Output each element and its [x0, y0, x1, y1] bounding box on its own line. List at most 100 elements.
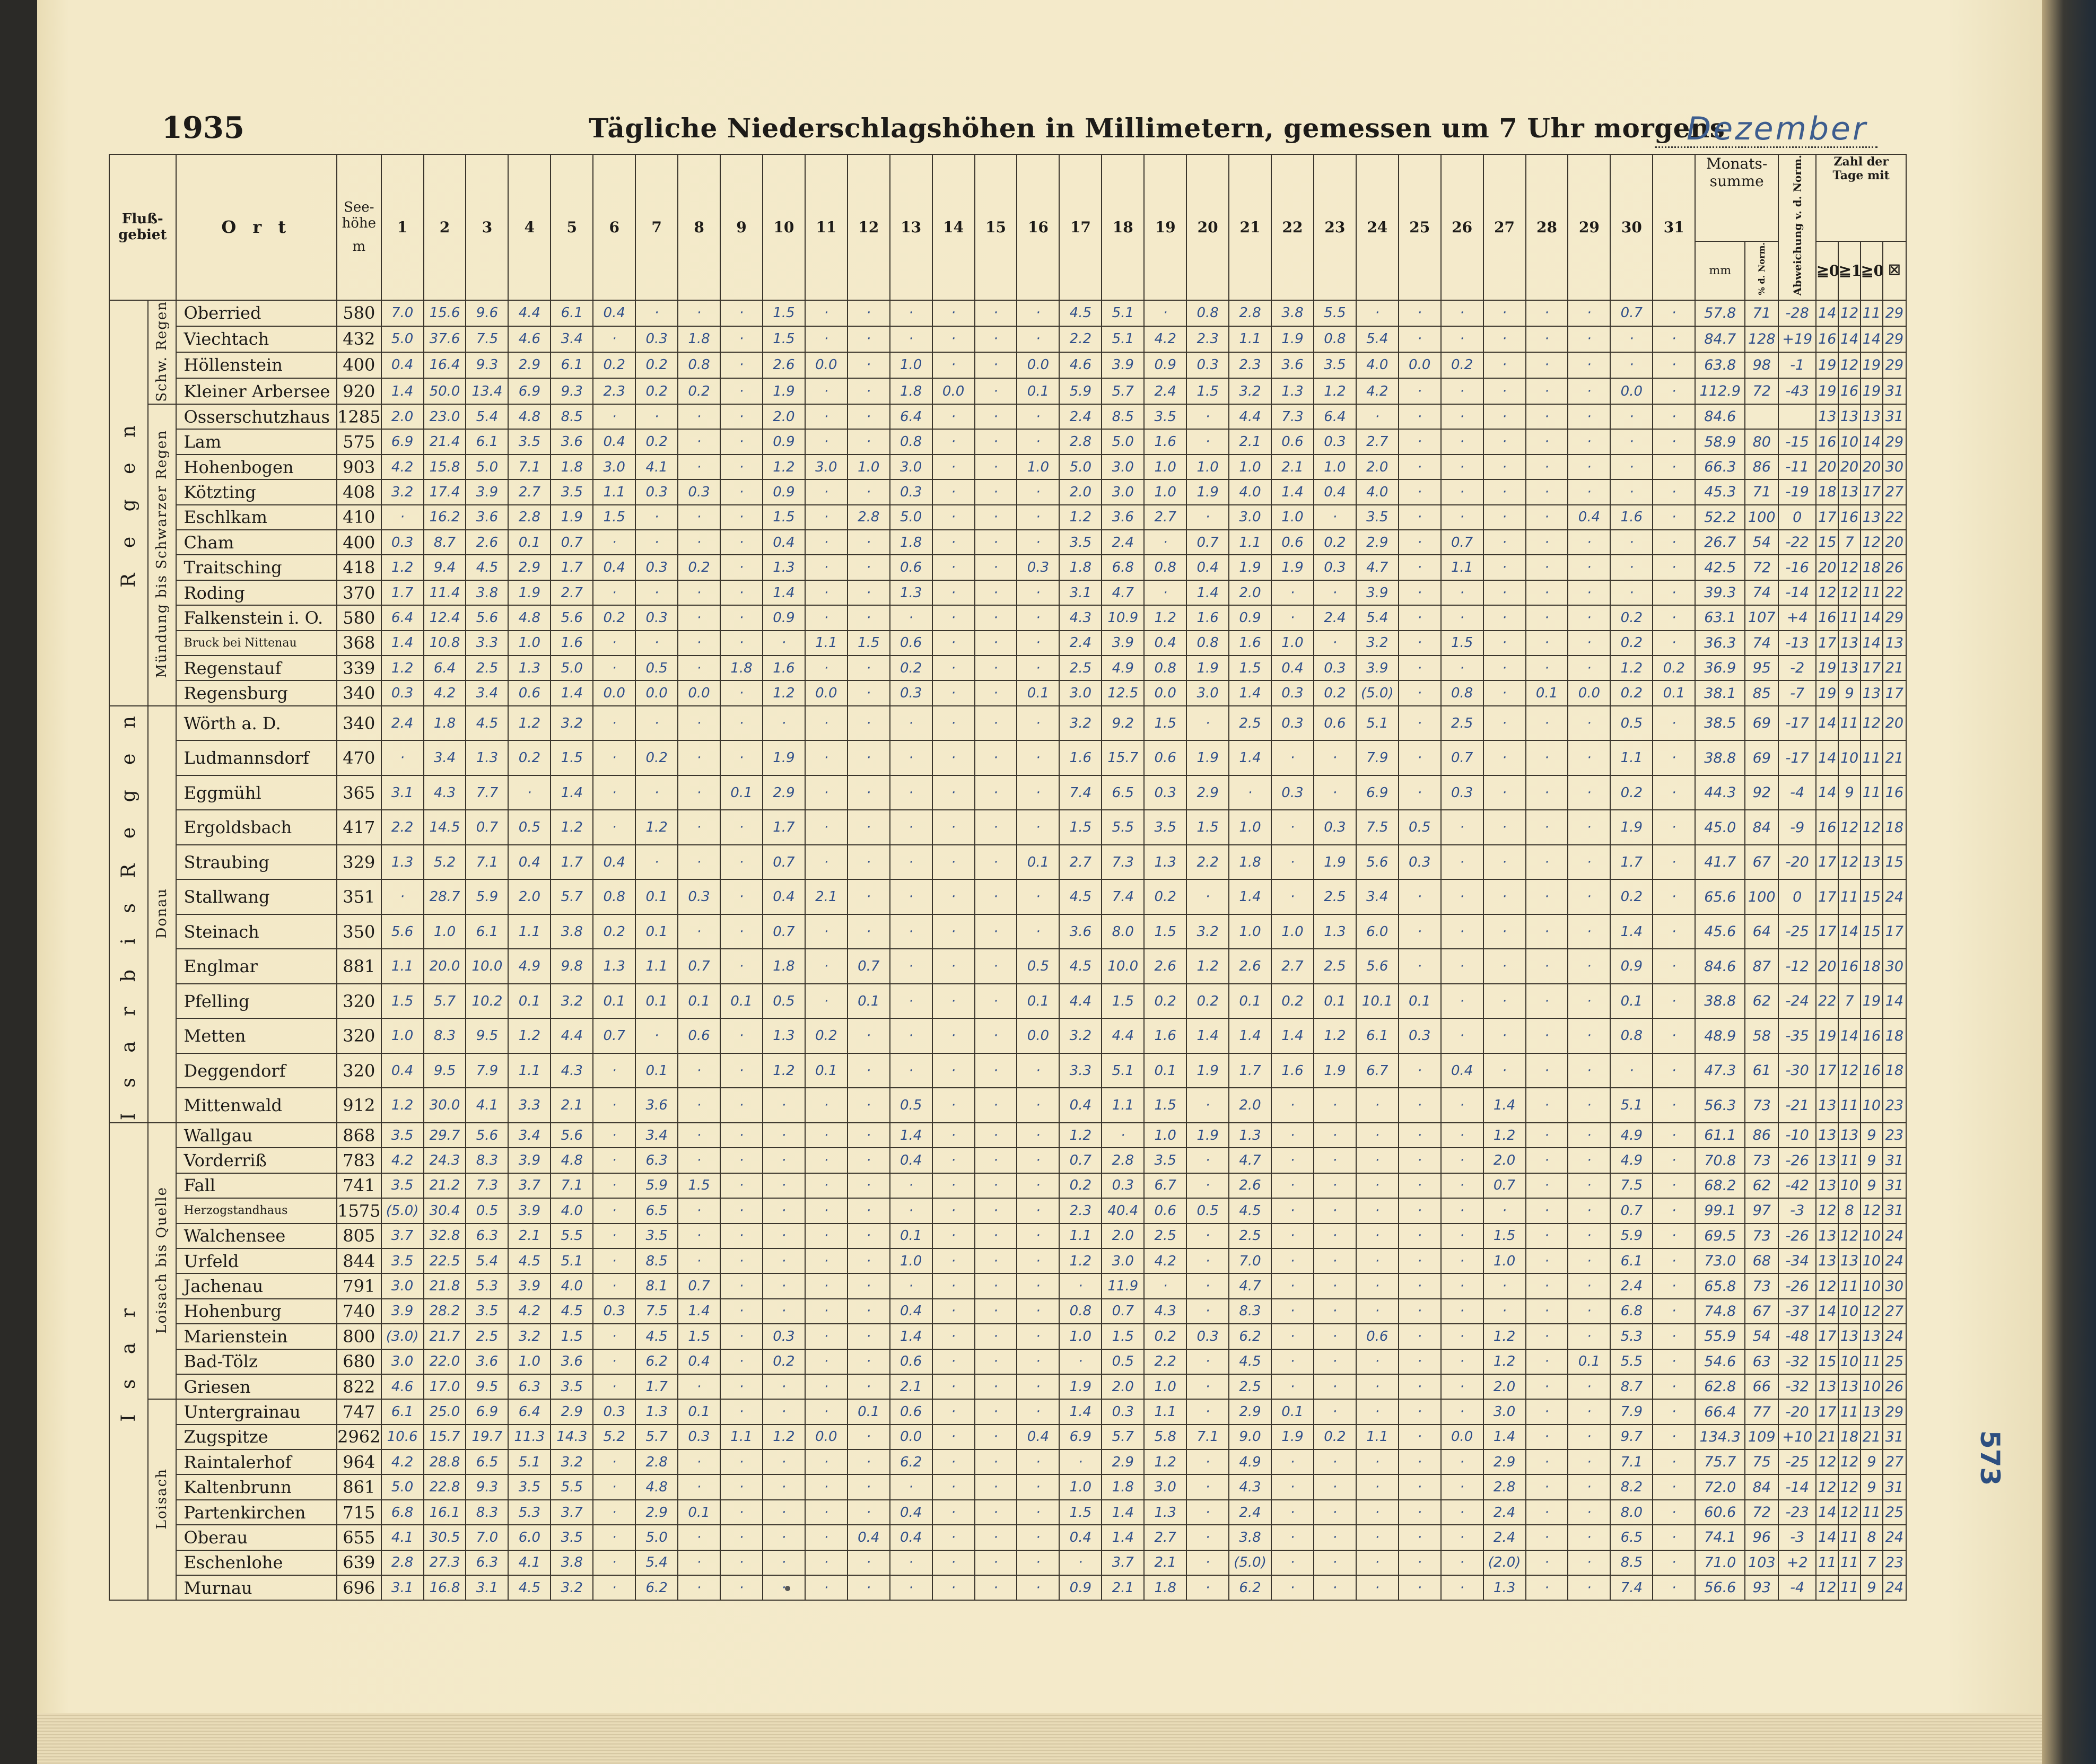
station-elevation: 320 [336, 983, 382, 1019]
daily-value: 1.4 [380, 630, 424, 657]
daily-value: · [931, 740, 975, 776]
daily-value: · [1525, 1474, 1569, 1500]
daily-value: 4.3 [550, 1052, 594, 1089]
daily-value: · [635, 529, 679, 556]
daily-value: · [1525, 1399, 1569, 1425]
table-row: Hohenbogen 903 4.2 15.8 5.0 7.1 1.8 3.0 4.1 · · 1.2… [109, 453, 1907, 481]
daily-value: 5.0 [1101, 429, 1145, 455]
daily-value: · [1525, 504, 1569, 531]
station-name: Steinach [175, 913, 337, 950]
summary-mm: 38.1 [1695, 680, 1746, 706]
daily-value: · [1186, 1348, 1230, 1375]
daily-value: · [1355, 1474, 1399, 1500]
daily-value: · [1398, 1122, 1442, 1149]
daily-value: 8.5 [1101, 404, 1145, 430]
daily-value: · [720, 844, 763, 880]
table-row: Pfelling 320 1.5 5.7 10.2 0.1 3.2 0.1 0.1 0.1 0.1 0… [109, 983, 1907, 1019]
summary-n01: 14 [1815, 299, 1839, 327]
daily-value: 5.0 [380, 1474, 424, 1500]
daily-value: 0.4 [889, 1147, 933, 1174]
daily-value: · [677, 504, 721, 531]
daily-value: · [1016, 1052, 1060, 1089]
daily-value: 0.3 [592, 1298, 636, 1325]
daily-value: · [1016, 774, 1060, 811]
daily-value: · [974, 1575, 1018, 1601]
daily-value: · [720, 351, 763, 379]
daily-value: 2.5 [465, 1323, 509, 1350]
daily-value: · [1271, 1122, 1314, 1149]
station-name: Höllenstein [175, 351, 337, 379]
daily-value: · [1525, 429, 1569, 455]
daily-value: · [1398, 504, 1442, 531]
daily-value: 0.0 [677, 680, 721, 706]
summary-s01: 13 [1859, 504, 1883, 531]
daily-value: 4.7 [1355, 554, 1399, 581]
daily-value: 0.0 [1143, 680, 1187, 706]
summary-mm: 84.6 [1695, 948, 1746, 984]
page-edges [37, 1713, 2053, 1764]
daily-value: 4.2 [380, 1449, 424, 1475]
daily-value: 0.7 [1440, 529, 1484, 556]
daily-value: · [1016, 630, 1060, 657]
daily-value: 7.3 [465, 1172, 509, 1199]
daily-value: 2.7 [1143, 504, 1187, 531]
summary-mm: 36.3 [1695, 630, 1746, 657]
daily-value: · [1652, 479, 1696, 505]
summary-s01: 18 [1859, 948, 1883, 984]
daily-value: 7.4 [1059, 774, 1103, 811]
summary-pct: 86 [1744, 453, 1779, 481]
summary-s01: 11 [1859, 299, 1883, 327]
daily-value: 2.8 [1228, 299, 1272, 327]
daily-value: 6.1 [1610, 1247, 1654, 1274]
daily-value: 0.4 [1271, 654, 1314, 682]
summary-s01: 18 [1859, 554, 1883, 581]
daily-value: 2.4 [1143, 377, 1187, 405]
daily-value: · [1525, 1424, 1569, 1451]
summary-x: 25 [1882, 1348, 1907, 1375]
daily-value: 0.5 [1610, 705, 1654, 741]
daily-value: 3.5 [380, 1122, 424, 1149]
daily-value: 7.5 [1610, 1172, 1654, 1199]
daily-value: · [1271, 1298, 1314, 1325]
daily-value: 1.2 [1482, 1348, 1526, 1375]
daily-value: 7.9 [1355, 740, 1399, 776]
daily-value: 1.2 [508, 1018, 552, 1054]
daily-value: 2.1 [550, 1087, 594, 1124]
summary-abw: +2 [1778, 1549, 1817, 1576]
daily-value: 1.3 [465, 740, 509, 776]
daily-value: 2.6 [1143, 948, 1187, 984]
daily-value: · [592, 1323, 636, 1350]
station-name: Bad-Tölz [175, 1348, 337, 1375]
daily-value: 5.0 [465, 453, 509, 481]
daily-value: · [974, 705, 1018, 741]
station-name: Metten [175, 1018, 337, 1054]
daily-value: 1.4 [762, 579, 806, 606]
daily-value: · [1652, 325, 1696, 353]
daily-value: 0.9 [762, 429, 806, 455]
daily-value: · [1440, 299, 1484, 327]
daily-value: · [720, 479, 763, 505]
station-elevation: 365 [336, 774, 382, 811]
daily-value: · [931, 1524, 975, 1551]
daily-value: 1.9 [1271, 554, 1314, 581]
daily-value: 0.0 [635, 680, 679, 706]
daily-value: 3.3 [465, 630, 509, 657]
summary-n10: 13 [1838, 1247, 1861, 1274]
daily-value: · [1567, 1273, 1611, 1299]
daily-value: 4.5 [1059, 948, 1103, 984]
daily-value: · [1482, 554, 1526, 581]
summary-mm: 63.1 [1695, 605, 1746, 631]
daily-value: 6.5 [465, 1449, 509, 1475]
daily-value: 1.5 [1143, 913, 1187, 950]
header-seehoehe: See-höhe m [336, 154, 382, 301]
daily-value: · [1271, 1524, 1314, 1551]
daily-value: · [1567, 879, 1611, 915]
daily-value: · [720, 1018, 763, 1054]
daily-value: · [1355, 1273, 1399, 1299]
table-row: Eschenlohe 639 2.8 27.3 6.3 4.1 3.8 · 5.4 · · · · · · ·… [109, 1549, 1907, 1576]
station-elevation: 696 [336, 1575, 382, 1601]
daily-value: 0.1 [508, 983, 552, 1019]
daily-value: 0.3 [1271, 705, 1314, 741]
daily-value: 3.6 [635, 1087, 679, 1124]
daily-value: 4.5 [508, 1575, 552, 1601]
